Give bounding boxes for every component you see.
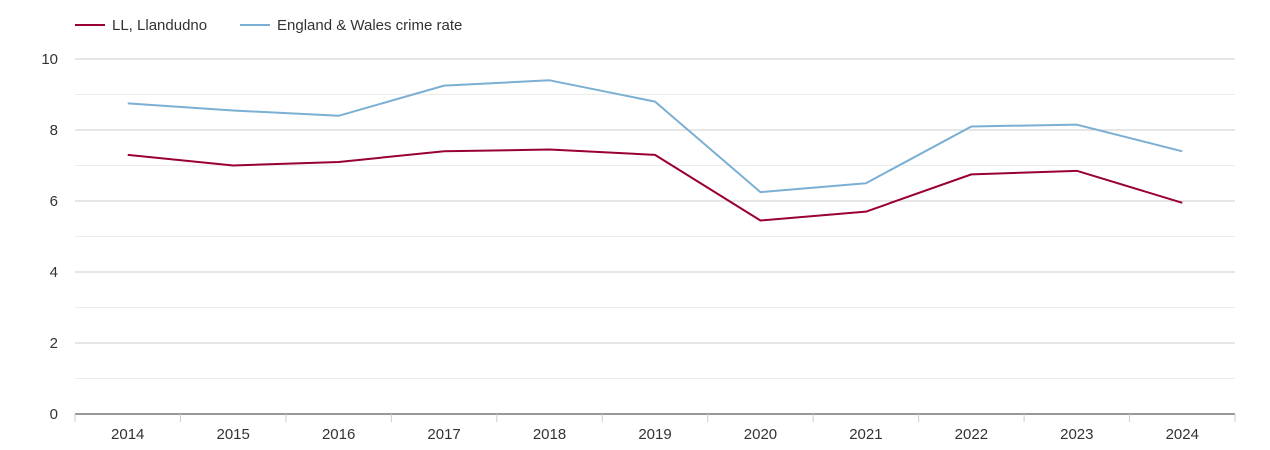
x-tick-label: 2021 bbox=[849, 426, 882, 443]
x-tick-label: 2022 bbox=[955, 426, 988, 443]
legend-item-ll-llandudno[interactable]: LL, Llandudno bbox=[75, 17, 207, 34]
x-tick-label: 2019 bbox=[638, 426, 671, 443]
y-tick-label: 4 bbox=[50, 264, 58, 281]
legend: LL, Llandudno England & Wales crime rate bbox=[75, 17, 462, 34]
series-line-ll-llandudno[interactable] bbox=[127, 148, 1183, 222]
y-tick-label: 2 bbox=[50, 335, 58, 352]
x-tick-label: 2015 bbox=[216, 426, 249, 443]
y-tick-label: 10 bbox=[41, 51, 58, 68]
x-axis: 2014 2015 2016 2017 2018 2019 2020 2021 2022 2023… bbox=[74, 413, 1236, 443]
series-layer bbox=[127, 79, 1183, 222]
legend-item-england-wales[interactable]: England & Wales crime rate bbox=[240, 17, 462, 34]
y-axis: 0 2 4 6 8 10 bbox=[41, 51, 58, 423]
y-tick-label: 6 bbox=[50, 193, 58, 210]
series-line-england-wales[interactable] bbox=[127, 79, 1183, 194]
x-tick-label: 2014 bbox=[111, 426, 144, 443]
x-tick-label: 2018 bbox=[533, 426, 566, 443]
y-tick-label: 0 bbox=[50, 406, 58, 423]
x-tick-label: 2024 bbox=[1166, 426, 1199, 443]
gridlines bbox=[75, 58, 1235, 379]
y-tick-label: 8 bbox=[50, 122, 58, 139]
legend-label-england-wales: England & Wales crime rate bbox=[277, 17, 462, 34]
x-tick-label: 2023 bbox=[1060, 426, 1093, 443]
x-tick-label: 2016 bbox=[322, 426, 355, 443]
legend-label-ll-llandudno: LL, Llandudno bbox=[112, 17, 207, 34]
x-tick-label: 2020 bbox=[744, 426, 777, 443]
x-tick-label: 2017 bbox=[427, 426, 460, 443]
